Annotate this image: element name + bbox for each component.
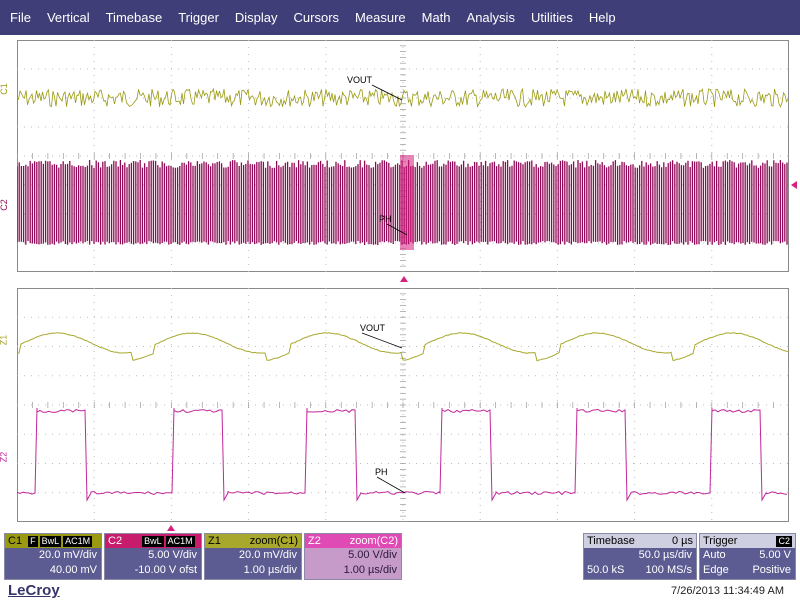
c1-trace — [17, 87, 789, 108]
vout-zoom-label: VOUT — [360, 323, 386, 333]
ph-annotation: PH — [379, 214, 408, 236]
c2-offset: -10.00 V ofst — [134, 564, 197, 576]
timebase-sample-points: 50.0 kS — [587, 564, 625, 576]
menu-math[interactable]: Math — [421, 10, 451, 25]
menu-help[interactable]: Help — [588, 10, 616, 25]
menu-measure[interactable]: Measure — [355, 10, 406, 25]
z1-timescale: 1.00 µs/div — [243, 564, 297, 576]
menu-file[interactable]: File — [10, 10, 31, 25]
trigger-type: Edge — [703, 564, 729, 576]
trigger-title: Trigger — [703, 535, 738, 547]
z1-descriptor[interactable]: Z1 zoom(C1) 20.0 mV/div 1.00 µs/div — [204, 533, 302, 580]
c1-tag-bwl: BwL — [39, 535, 62, 547]
trigger-descriptor[interactable]: Trigger C2 Auto 5.00 V Edge Positive — [699, 533, 796, 580]
c2-descriptor-name: C2 — [108, 535, 123, 547]
z1-scale: 20.0 mV/div — [238, 549, 297, 561]
menu-utilities[interactable]: Utilities — [530, 10, 573, 25]
z2-scale: 5.00 V/div — [348, 549, 397, 561]
trigger-mode-row: Auto 5.00 V — [700, 548, 795, 563]
zoom-region — [400, 155, 414, 250]
z2-descriptor-title: zoom(C2) — [349, 535, 398, 547]
menu-trigger[interactable]: Trigger — [178, 10, 219, 25]
traces — [17, 87, 789, 250]
z2-timescale: 1.00 µs/div — [343, 564, 397, 576]
grid-lines — [17, 288, 789, 522]
trigger-level: 5.00 V — [759, 549, 791, 561]
c2-scale: 5.00 V/div — [148, 549, 197, 561]
trigger-level-marker[interactable] — [791, 181, 797, 189]
c1-tag-f: F — [28, 535, 38, 547]
c2-tag-coupling: AC1M — [165, 535, 195, 547]
c1-tag-coupling: AC1M — [63, 535, 93, 547]
z1-descriptor-title: zoom(C1) — [249, 535, 298, 547]
zoom-waveform-grid[interactable]: VOUT PH — [17, 288, 789, 522]
ph-label: PH — [379, 214, 392, 224]
z2-trace — [17, 407, 788, 502]
z1-channel-label: Z1 — [0, 334, 9, 346]
lecroy-logo: LeCroy — [8, 582, 60, 599]
trigger-type-row: Edge Positive — [700, 563, 795, 578]
c1-channel-label: C1 — [0, 83, 9, 95]
trigger-slope: Positive — [752, 564, 791, 576]
trigger-position-marker[interactable] — [400, 276, 408, 282]
zoom-trigger-marker[interactable] — [167, 525, 175, 531]
timebase-sample-rate: 100 MS/s — [645, 564, 692, 576]
vout-annotation: VOUT — [347, 75, 403, 101]
menu-analysis[interactable]: Analysis — [466, 10, 515, 25]
z2-channel-label: Z2 — [0, 451, 9, 463]
menu-vertical[interactable]: Vertical — [46, 10, 90, 25]
menu-cursors[interactable]: Cursors — [293, 10, 340, 25]
menu-bar: File Vertical Timebase Trigger Display C… — [0, 0, 800, 35]
footer: LeCroy 7/26/2013 11:34:49 AM — [0, 582, 800, 600]
z1-descriptor-name: Z1 — [208, 535, 221, 547]
c1-offset: 40.00 mV — [49, 564, 97, 576]
vout-zoom-annotation: VOUT — [360, 323, 403, 349]
ph-zoom-label: PH — [375, 467, 388, 477]
vout-label: VOUT — [347, 75, 373, 85]
timebase-descriptor[interactable]: Timebase 0 µs 50.0 µs/div 50.0 kS 100 MS… — [583, 533, 697, 580]
timebase-title: Timebase — [587, 535, 635, 547]
z1-trace — [17, 332, 789, 362]
ph-zoom-annotation: PH — [375, 467, 406, 494]
menu-display[interactable]: Display — [234, 10, 278, 25]
c2-trace — [17, 160, 788, 245]
main-waveform-grid[interactable]: VOUT PH — [17, 40, 789, 272]
trigger-channel: C2 — [776, 535, 792, 547]
c2-channel-label: C2 — [0, 199, 9, 211]
c1-scale: 20.0 mV/div — [38, 549, 97, 561]
c2-descriptor[interactable]: C2 BwL AC1M 5.00 V/div -10.00 V ofst — [104, 533, 202, 580]
menu-timebase[interactable]: Timebase — [105, 10, 163, 25]
c2-tag-bwl: BwL — [142, 535, 164, 547]
timebase-offset: 0 µs — [671, 535, 693, 547]
timestamp: 7/26/2013 11:34:49 AM — [671, 585, 784, 597]
timebase-scale: 50.0 µs/div — [638, 549, 692, 561]
trigger-mode: Auto — [703, 549, 726, 561]
c1-descriptor-name: C1 — [8, 535, 23, 547]
z2-descriptor-name: Z2 — [308, 535, 321, 547]
c1-descriptor[interactable]: C1 F BwL AC1M 20.0 mV/div 40.00 mV — [4, 533, 102, 580]
timebase-sampling: 50.0 kS 100 MS/s — [584, 563, 696, 578]
z2-descriptor[interactable]: Z2 zoom(C2) 5.00 V/div 1.00 µs/div — [304, 533, 402, 580]
descriptor-panels: C1 F BwL AC1M 20.0 mV/div 40.00 mV C2 Bw… — [0, 533, 800, 581]
